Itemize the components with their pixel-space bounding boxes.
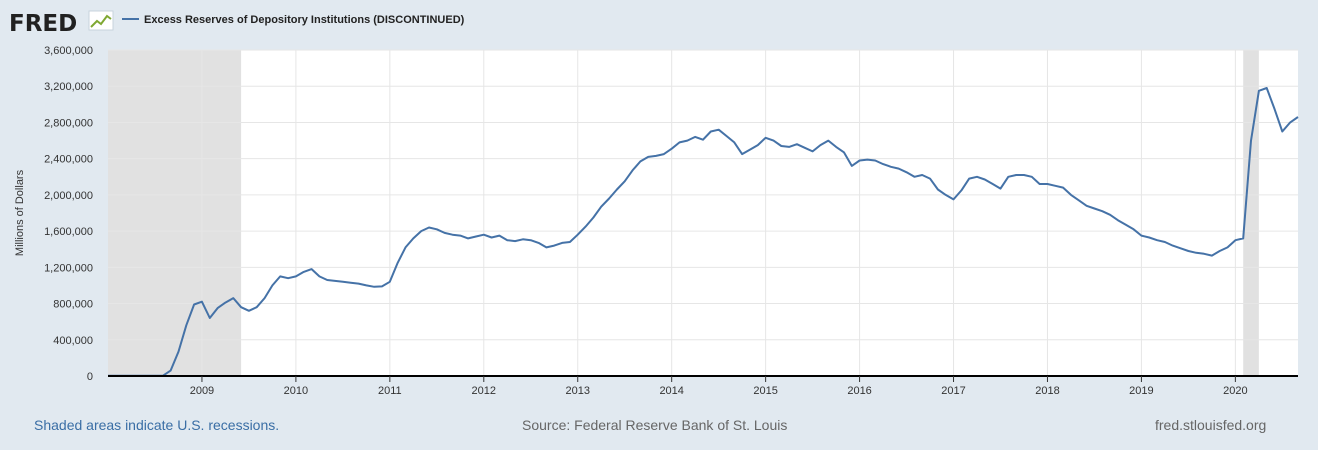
y-tick-label: 2,800,000 — [44, 117, 93, 129]
fred-logo[interactable]: FRED — [9, 10, 114, 37]
y-tick-label: 400,000 — [53, 335, 93, 347]
recession-shading — [108, 50, 1259, 376]
legend-label: Excess Reserves of Depository Institutio… — [144, 14, 465, 26]
x-tick-label: 2018 — [1035, 385, 1059, 397]
recession-band-0 — [108, 50, 242, 376]
x-tick-label: 2012 — [472, 385, 496, 397]
gridlines — [108, 49, 1298, 376]
y-tick-label: 2,400,000 — [44, 154, 93, 166]
recession-note-link[interactable]: Shaded areas indicate U.S. recessions. — [34, 417, 280, 433]
series-layer — [108, 87, 1299, 377]
x-tick-label: 2014 — [659, 385, 683, 397]
y-axis-label: Millions of Dollars — [14, 169, 26, 256]
x-tick-label: 2010 — [284, 385, 308, 397]
recession-band-1 — [1243, 50, 1259, 376]
x-tick-label: 2019 — [1129, 385, 1153, 397]
legend: Excess Reserves of Depository Institutio… — [122, 14, 465, 26]
x-tick-label: 2020 — [1223, 385, 1247, 397]
source-note: Source: Federal Reserve Bank of St. Loui… — [522, 417, 788, 433]
line-chart-icon — [88, 10, 114, 31]
series-line-0[interactable] — [108, 87, 1299, 377]
y-tick-label: 1,600,000 — [44, 226, 93, 238]
y-axis-ticks: 0 400,000 800,000 1,200,000 1,600,000 2,000,0… — [44, 45, 93, 383]
x-tick-label: 2015 — [753, 385, 777, 397]
site-link[interactable]: fred.stlouisfed.org — [1155, 417, 1267, 433]
plot-area — [108, 50, 1298, 376]
y-tick-label: 0 — [87, 371, 93, 383]
x-tick-label: 2011 — [378, 385, 402, 397]
x-axis-ticks: 2009 2010 2011 2012 2013 2014 2015 2016 2017 2018… — [190, 376, 1248, 397]
y-tick-label: 800,000 — [53, 299, 93, 311]
x-tick-label: 2016 — [847, 385, 871, 397]
y-tick-label: 3,200,000 — [44, 81, 93, 93]
x-tick-label: 2013 — [565, 385, 589, 397]
x-tick-label: 2009 — [190, 385, 214, 397]
y-tick-label: 1,200,000 — [44, 262, 93, 274]
y-tick-label: 3,600,000 — [44, 45, 93, 57]
y-tick-label: 2,000,000 — [44, 190, 93, 202]
fred-logo-text: FRED — [9, 11, 77, 37]
x-tick-label: 2017 — [941, 385, 965, 397]
